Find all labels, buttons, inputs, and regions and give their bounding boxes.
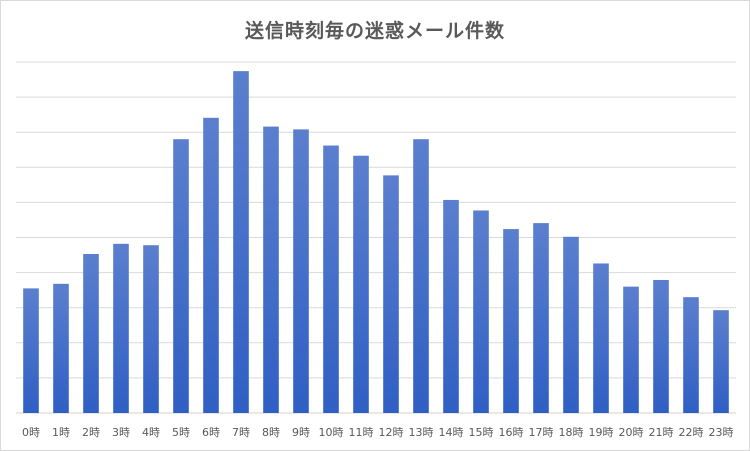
- x-tick-label: 1時: [52, 426, 70, 439]
- x-tick-label: 23時: [709, 426, 734, 439]
- bar-6時: [203, 117, 219, 413]
- bar-21時: [653, 279, 669, 413]
- x-tick-label: 3時: [112, 426, 130, 439]
- bar-9時: [293, 129, 309, 413]
- bar-22時: [683, 297, 699, 413]
- x-tick-label: 19時: [589, 426, 614, 439]
- bar-7時: [233, 71, 249, 413]
- bar-2時: [83, 254, 99, 413]
- bar-15時: [473, 210, 489, 413]
- bar-16時: [503, 229, 519, 413]
- gridlines: [16, 61, 736, 414]
- bar-10時: [323, 145, 339, 414]
- bar-1時: [53, 283, 69, 413]
- bars: [23, 71, 729, 414]
- x-tick-label: 7時: [232, 426, 250, 439]
- x-tick-labels: 0時 1時 2時 3時 4時 5時 6時 7時 8時 9時 10時 11時 12時 13時 14時 15時 16…: [22, 426, 734, 439]
- bar-3時: [113, 243, 129, 413]
- bar-20時: [623, 286, 639, 413]
- bar-11時: [353, 155, 369, 413]
- bar-4時: [143, 245, 159, 413]
- bar-0時: [23, 288, 39, 413]
- x-tick-label: 14時: [439, 426, 464, 439]
- bar-12時: [383, 175, 399, 413]
- x-tick-label: 17時: [529, 426, 554, 439]
- bar-14時: [443, 199, 459, 413]
- bar-23時: [713, 310, 729, 413]
- x-tick-label: 16時: [499, 426, 524, 439]
- x-tick-label: 13時: [409, 426, 434, 439]
- x-tick-label: 11時: [349, 426, 374, 439]
- x-tick-label: 18時: [559, 426, 584, 439]
- x-tick-label: 6時: [202, 426, 220, 439]
- bar-13時: [413, 139, 429, 413]
- x-tick-label: 10時: [319, 426, 344, 439]
- x-tick-label: 21時: [649, 426, 674, 439]
- x-tick-label: 4時: [142, 426, 160, 439]
- bar-19時: [593, 263, 609, 413]
- x-tick-label: 8時: [262, 426, 280, 439]
- x-tick-label: 22時: [679, 426, 704, 439]
- x-tick-label: 12時: [379, 426, 404, 439]
- x-tick-label: 2時: [82, 426, 100, 439]
- bar-8時: [263, 126, 279, 413]
- bar-17時: [533, 223, 549, 413]
- x-tick-label: 9時: [292, 426, 310, 439]
- chart-title: 送信時刻毎の迷惑メール件数: [244, 20, 505, 42]
- x-tick-label: 5時: [172, 426, 190, 439]
- x-tick-label: 0時: [22, 426, 40, 439]
- bar-5時: [173, 139, 189, 413]
- bar-18時: [563, 236, 579, 413]
- x-tick-label: 20時: [619, 426, 644, 439]
- x-tick-label: 15時: [469, 426, 494, 439]
